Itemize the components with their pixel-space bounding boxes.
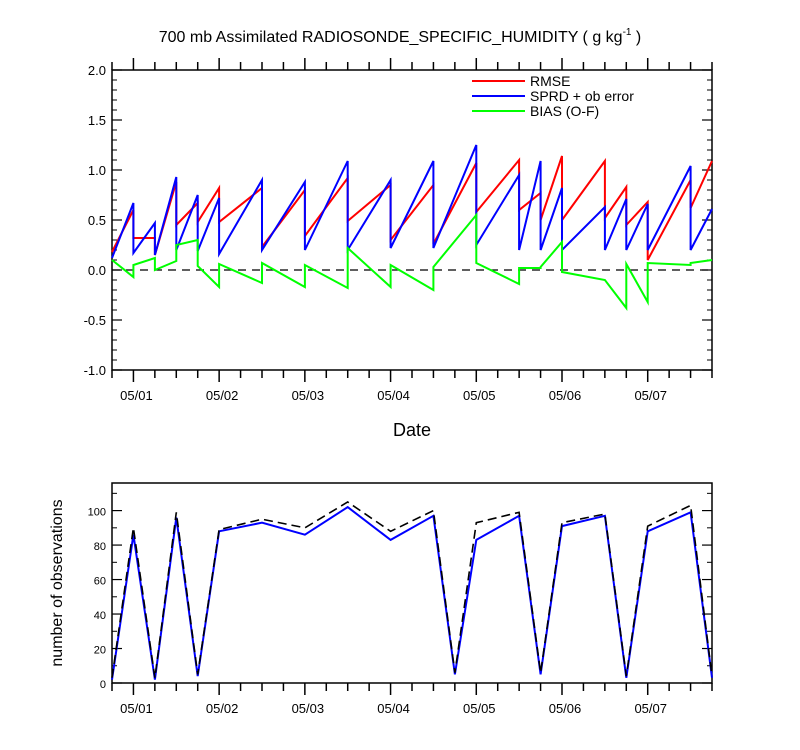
bottom-ytick-label-3: 60 bbox=[94, 576, 106, 588]
bottom-ytick-labels: 0 20 40 60 80 100 bbox=[88, 507, 106, 691]
top-xtick-label-5: 05/06 bbox=[549, 388, 582, 403]
top-ytick-label-2: 0.0 bbox=[88, 263, 106, 278]
chart-title-text: 700 mb Assimilated RADIOSONDE_SPECIFIC_H… bbox=[159, 29, 623, 46]
bottom-ytick-label-5: 100 bbox=[88, 507, 106, 519]
top-xtick-label-4: 05/05 bbox=[463, 388, 496, 403]
top-xtick-label-1: 05/02 bbox=[206, 388, 239, 403]
bottom-xtick-label-1: 05/02 bbox=[206, 701, 239, 716]
legend-label-rmse: RMSE bbox=[530, 73, 570, 89]
top-ytick-label-5: 1.5 bbox=[88, 113, 106, 128]
chart-title-suffix: ) bbox=[631, 29, 641, 46]
top-xlabel: Date bbox=[393, 420, 431, 440]
bottom-ytick-label-0: 0 bbox=[100, 679, 106, 691]
top-series-rmse bbox=[111, 155, 713, 261]
top-panel: -1.0-0.50.00.51.01.52.0 05/01 05/02 05/03 0… bbox=[84, 58, 713, 440]
bottom-xtick-labels: 05/01 05/02 05/03 05/04 05/05 05/06 05/07 bbox=[120, 701, 667, 716]
top-ytick-label-1: -0.5 bbox=[84, 313, 106, 328]
bottom-ytick-label-4: 80 bbox=[94, 541, 106, 553]
chart-title: 700 mb Assimilated RADIOSONDE_SPECIFIC_H… bbox=[159, 27, 642, 46]
bottom-xtick-label-2: 05/03 bbox=[292, 701, 325, 716]
bottom-axis-ticks bbox=[111, 492, 713, 695]
top-xtick-label-2: 05/03 bbox=[292, 388, 325, 403]
top-series-bias-o-f- bbox=[111, 212, 713, 311]
bottom-xtick-label-3: 05/04 bbox=[377, 701, 410, 716]
bottom-series-group bbox=[111, 501, 713, 680]
bottom-xtick-label-0: 05/01 bbox=[120, 701, 153, 716]
top-axis-ticks bbox=[111, 58, 713, 382]
top-xtick-label-0: 05/01 bbox=[120, 388, 153, 403]
bottom-series-observations-used bbox=[111, 505, 713, 680]
legend: RMSE SPRD + ob error BIAS (O-F) bbox=[472, 73, 634, 119]
top-series-group bbox=[111, 144, 713, 311]
bottom-ytick-label-1: 20 bbox=[94, 645, 106, 657]
top-ytick-label-6: 2.0 bbox=[88, 63, 106, 78]
top-plot-frame bbox=[111, 69, 713, 371]
bottom-ytick-label-2: 40 bbox=[94, 610, 106, 622]
bottom-xtick-label-4: 05/05 bbox=[463, 701, 496, 716]
top-xtick-label-3: 05/04 bbox=[377, 388, 410, 403]
chart-title-exponent: -1 bbox=[623, 27, 632, 38]
top-xtick-label-6: 05/07 bbox=[634, 388, 667, 403]
legend-label-bias: BIAS (O-F) bbox=[530, 103, 599, 119]
bottom-xtick-label-5: 05/06 bbox=[549, 701, 582, 716]
top-ytick-labels: -1.0 -0.5 0.0 0.5 1.0 1.5 2.0 bbox=[84, 63, 106, 378]
top-ytick-label-4: 1.0 bbox=[88, 163, 106, 178]
bottom-xtick-label-6: 05/07 bbox=[634, 701, 667, 716]
top-xtick-labels: 05/01 05/02 05/03 05/04 05/05 05/06 05/07 bbox=[120, 388, 667, 403]
top-series-sprd-ob-error bbox=[111, 144, 713, 259]
legend-label-sprd: SPRD + ob error bbox=[530, 88, 634, 104]
bottom-ylabel: number of observations bbox=[49, 499, 66, 666]
bottom-series-observations-total bbox=[111, 501, 713, 678]
top-ytick-label-0: -1.0 bbox=[84, 363, 106, 378]
top-ytick-label-3: 0.5 bbox=[88, 213, 106, 228]
